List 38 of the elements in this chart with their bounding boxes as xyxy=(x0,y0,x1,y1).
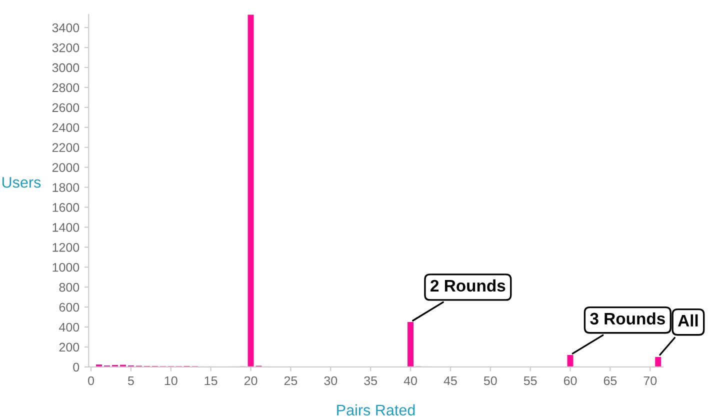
y-tick-label: 400 xyxy=(59,322,80,332)
x-tick-label: 5 xyxy=(128,376,134,386)
y-tick-label: 1000 xyxy=(52,262,80,272)
x-tick-label: 55 xyxy=(524,376,537,386)
y-tick-label: 3000 xyxy=(52,63,80,72)
y-tick-label: 2200 xyxy=(52,143,80,152)
y-tick-label: 3200 xyxy=(52,43,80,52)
y-tick-label: 1800 xyxy=(52,183,80,192)
y-tick-label: 1400 xyxy=(52,223,80,232)
y-axis-title: Users xyxy=(2,177,41,188)
x-tick-label: 10 xyxy=(164,376,178,386)
annotation: 2 Rounds xyxy=(430,279,506,292)
annotation: 3 Rounds xyxy=(590,312,665,325)
x-axis-title: Pairs Rated xyxy=(337,404,415,416)
y-tick-label: 1600 xyxy=(52,203,80,212)
x-tick-label: 40 xyxy=(404,376,417,386)
x-tick-label: 60 xyxy=(564,376,577,386)
x-tick-label: 50 xyxy=(484,376,497,386)
x-tick-label: 30 xyxy=(324,376,338,386)
y-tick-label: 600 xyxy=(59,302,80,312)
y-tick-label: 2400 xyxy=(52,123,80,132)
y-tick-label: 2600 xyxy=(52,103,80,112)
y-tick-label: 3400 xyxy=(52,23,80,32)
y-tick-label: 2800 xyxy=(52,83,80,92)
x-tick-label: 20 xyxy=(244,376,258,386)
x-tick-label: 35 xyxy=(364,376,378,386)
x-tick-label: 45 xyxy=(444,376,457,386)
y-tick-label: 800 xyxy=(59,282,80,292)
y-tick-label: 0 xyxy=(73,362,80,372)
y-tick-label: 2000 xyxy=(52,163,80,172)
x-tick-label: 0 xyxy=(88,376,94,386)
y-tick-label: 200 xyxy=(59,342,80,352)
x-tick-label: 15 xyxy=(204,376,218,386)
x-tick-label: 70 xyxy=(644,376,657,386)
x-tick-label: 25 xyxy=(284,376,298,386)
y-tick-label: 1200 xyxy=(52,242,80,252)
x-tick-label: 65 xyxy=(604,376,617,386)
annotation: All xyxy=(678,314,698,326)
